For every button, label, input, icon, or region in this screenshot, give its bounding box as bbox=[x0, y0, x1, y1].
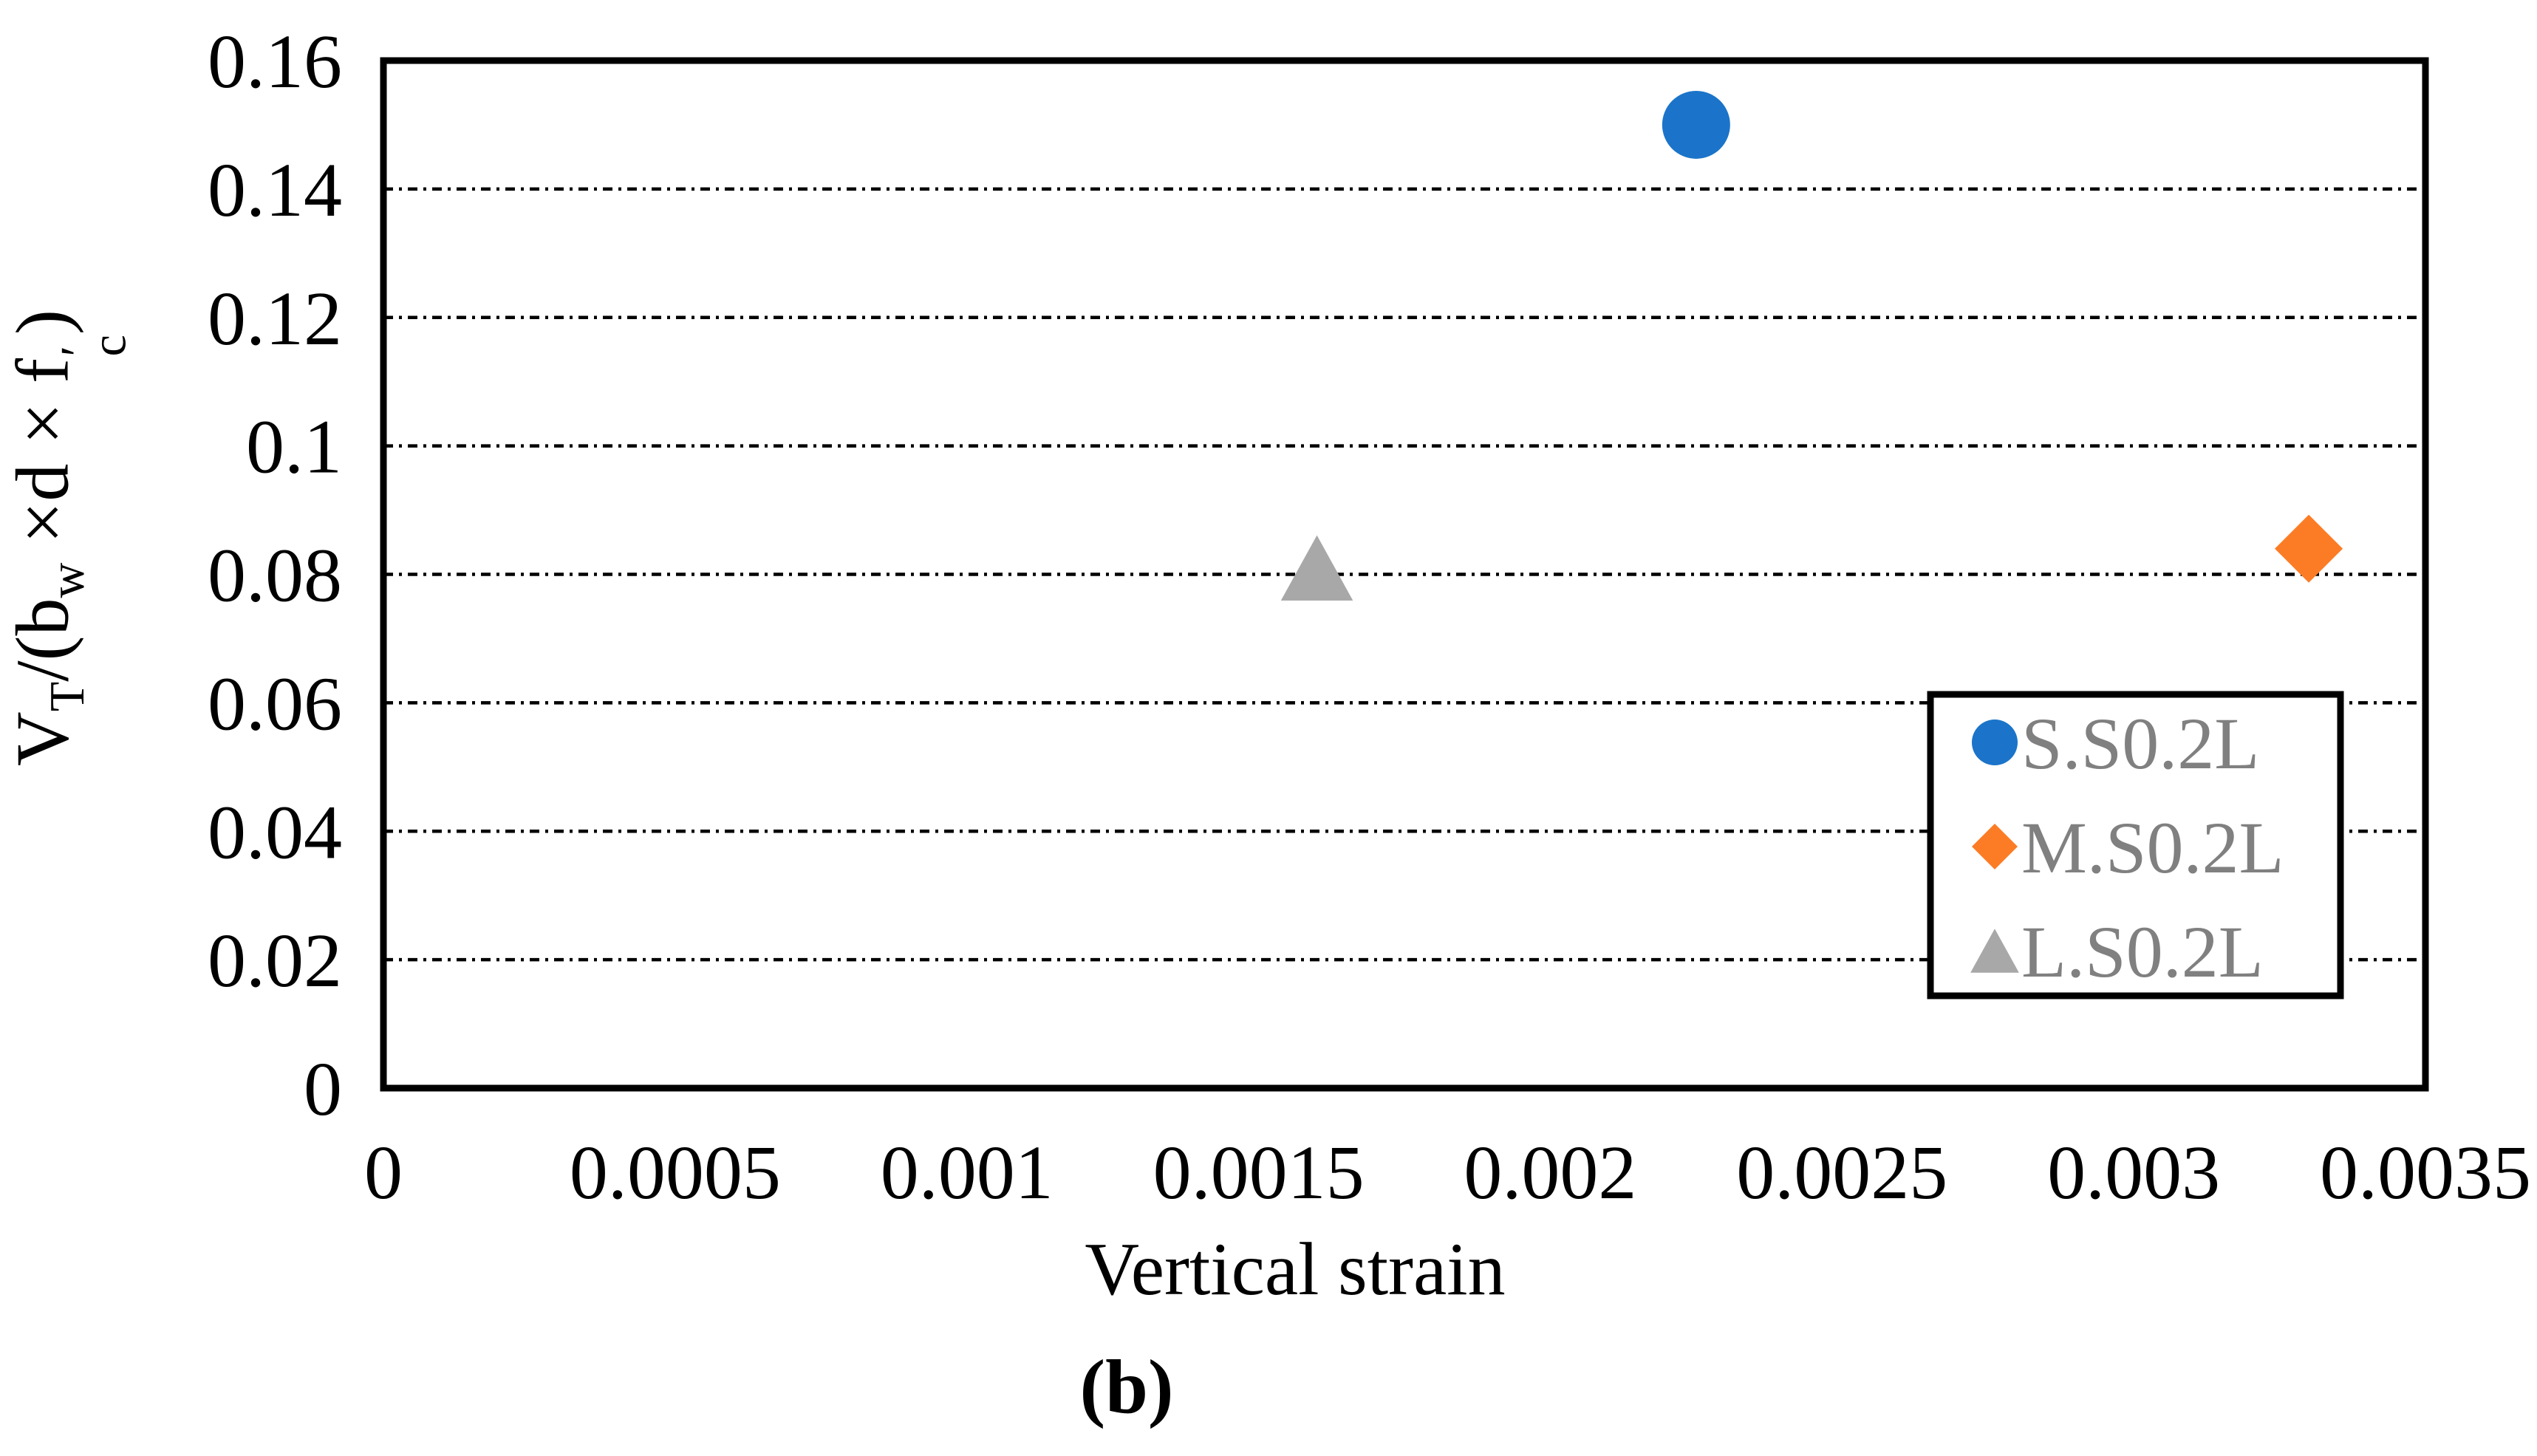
y-tick-label: 0.08 bbox=[208, 533, 342, 618]
legend-entry-m-s0-2l: M.S0.2L bbox=[1972, 807, 2284, 889]
x-tick-label: 0.001 bbox=[881, 1130, 1054, 1215]
figure-caption: (b) bbox=[1079, 1344, 1173, 1429]
y-tick-label: 0.04 bbox=[208, 790, 342, 875]
x-tick-label: 0 bbox=[364, 1130, 403, 1215]
legend-marker-l-s0-2l bbox=[1970, 929, 2019, 973]
legend-label-l-s0-2l: L.S0.2L bbox=[2021, 911, 2264, 993]
ylabel-v: V bbox=[1, 711, 85, 766]
legend: S.S0.2L M.S0.2L L.S0.2L bbox=[1927, 691, 2344, 999]
x-tick-label: 0.0025 bbox=[1736, 1130, 1947, 1215]
y-tick-labels: 0 0.02 0.04 0.06 0.08 0.1 0.12 0.14 0.16 bbox=[208, 19, 342, 1132]
x-tick-labels: 0 0.0005 0.001 0.0015 0.002 0.0025 0.003 0.0035 bbox=[364, 1130, 2531, 1215]
x-tick-label: 0.0035 bbox=[2320, 1130, 2531, 1215]
legend-entry-l-s0-2l: L.S0.2L bbox=[1970, 911, 2264, 993]
x-tick-label: 0.003 bbox=[2047, 1130, 2220, 1215]
ylabel-c-sub: c bbox=[82, 335, 137, 357]
legend-marker-s-s0-2l bbox=[1972, 720, 2018, 765]
y-tick-label: 0.14 bbox=[208, 148, 342, 233]
ylabel-prime-c: ′ c bbox=[52, 335, 137, 357]
y-tick-label: 0 bbox=[304, 1047, 342, 1132]
data-markers-layer bbox=[1280, 90, 2343, 601]
ylabel-open: /(b bbox=[1, 598, 85, 682]
legend-entry-s-s0-2l: S.S0.2L bbox=[1972, 703, 2259, 785]
data-point-m-s0-2l bbox=[2275, 514, 2343, 583]
plot-border bbox=[380, 57, 2429, 1092]
y-tick-label: 0.06 bbox=[208, 661, 342, 746]
ylabel-close: ) bbox=[1, 310, 85, 335]
x-tick-label: 0.0005 bbox=[570, 1130, 781, 1215]
y-tick-label: 0.1 bbox=[246, 405, 342, 490]
data-point-s-s0-2l bbox=[1662, 90, 1730, 159]
data-point-l-s0-2l bbox=[1280, 535, 1353, 601]
legend-label-m-s0-2l: M.S0.2L bbox=[2021, 807, 2284, 889]
legend-label-s-s0-2l: S.S0.2L bbox=[2021, 703, 2259, 785]
ylabel-v-sub: T bbox=[41, 681, 95, 712]
x-axis-title: Vertical strain bbox=[1085, 1228, 1505, 1311]
legend-marker-m-s0-2l bbox=[1972, 824, 2018, 869]
ylabel-b-sub: w bbox=[41, 562, 95, 598]
ylabel-mid: ×d × f bbox=[1, 358, 85, 563]
y-tick-label: 0.16 bbox=[208, 19, 342, 104]
x-tick-label: 0.0015 bbox=[1153, 1130, 1365, 1215]
x-tick-label: 0.002 bbox=[1464, 1130, 1636, 1215]
y-axis-title: VT/(bw ×d × f ′ c) bbox=[1, 310, 137, 766]
y-tick-label: 0.12 bbox=[208, 276, 342, 361]
y-tick-label: 0.02 bbox=[208, 918, 342, 1003]
